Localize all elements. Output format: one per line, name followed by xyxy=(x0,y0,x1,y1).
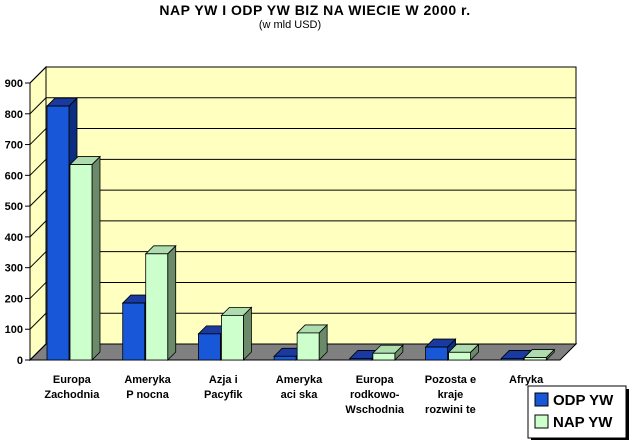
legend-swatch xyxy=(534,392,549,407)
grid-diagonal xyxy=(29,282,47,299)
grid-diagonal xyxy=(29,97,47,115)
grid-diagonal xyxy=(29,158,47,176)
x-category-label: Ameryka aci ska xyxy=(276,374,323,401)
x-category-label: Pozosta e kraje rozwini te xyxy=(425,374,476,416)
bar-napyw xyxy=(447,343,480,361)
grid-diagonal xyxy=(29,343,47,361)
y-tick-label: 300 xyxy=(5,263,23,275)
y-tick-label: 500 xyxy=(5,201,23,213)
grid-diagonal xyxy=(29,128,47,145)
legend-label: ODP YW xyxy=(553,392,614,409)
grid-diagonal xyxy=(29,220,47,238)
x-category-label: Azja i Pacyfik xyxy=(204,374,243,401)
y-tick-label: 700 xyxy=(5,140,23,152)
x-category-label: Ameryka P nocna xyxy=(124,374,171,401)
x-category-label: Afryka xyxy=(509,374,544,386)
bar-napyw xyxy=(144,244,177,361)
bar-napyw xyxy=(220,306,253,361)
bar-napyw xyxy=(523,348,556,361)
y-tick-label: 800 xyxy=(5,109,23,121)
y-tick-label: 900 xyxy=(5,78,23,90)
grid-diagonal xyxy=(29,251,47,269)
grid-diagonal xyxy=(29,66,47,84)
x-category-label: Europa rodkowo-Wschodnia xyxy=(345,374,405,416)
y-tick-label: 200 xyxy=(5,293,23,305)
legend-label: NAP YW xyxy=(553,414,613,431)
bar-napyw xyxy=(296,323,329,361)
bar-napyw xyxy=(371,344,404,361)
x-category-label: Europa Zachodnia xyxy=(44,374,100,401)
y-tick-label: 400 xyxy=(5,232,23,244)
y-tick-label: 600 xyxy=(5,170,23,182)
grid-diagonal xyxy=(29,189,47,207)
chart-subtitle: (w mld USD) xyxy=(258,19,322,31)
legend-swatch xyxy=(534,414,549,429)
y-tick-label: 0 xyxy=(17,355,23,367)
grid-diagonal xyxy=(29,312,47,330)
chart-title: NAP YW I ODP YW BIZ NA WIECIE W 2000 r. xyxy=(159,2,471,18)
y-tick-label: 100 xyxy=(5,324,23,336)
bar-napyw xyxy=(69,155,101,361)
